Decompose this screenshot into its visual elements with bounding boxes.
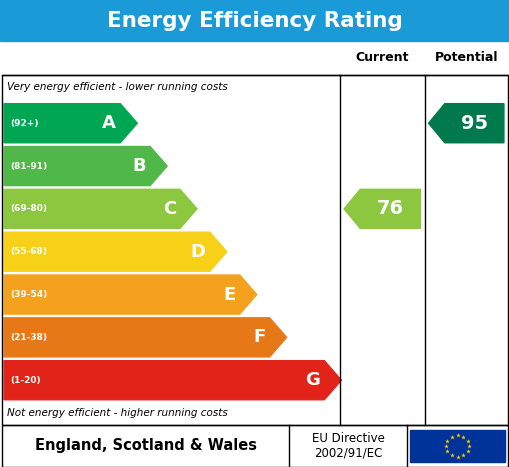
Text: England, Scotland & Wales: England, Scotland & Wales (35, 439, 257, 453)
Text: 95: 95 (461, 114, 488, 133)
Text: C: C (163, 200, 176, 218)
Text: (21-38): (21-38) (10, 333, 47, 342)
Text: Not energy efficient - higher running costs: Not energy efficient - higher running co… (7, 408, 228, 418)
Bar (2, 75, 508, 425)
Polygon shape (4, 318, 287, 357)
Text: 76: 76 (377, 199, 404, 219)
Bar (0, 0, 509, 41)
Text: EU Directive
2002/91/EC: EU Directive 2002/91/EC (312, 432, 385, 460)
Text: Potential: Potential (435, 51, 498, 64)
Text: Energy Efficiency Rating: Energy Efficiency Rating (106, 11, 403, 30)
Text: (69-80): (69-80) (10, 205, 47, 213)
Text: Current: Current (355, 51, 409, 64)
Bar (2, 425, 508, 467)
Polygon shape (4, 147, 167, 185)
Polygon shape (429, 104, 504, 143)
Polygon shape (4, 361, 342, 400)
Text: Very energy efficient - lower running costs: Very energy efficient - lower running co… (7, 82, 228, 92)
Polygon shape (4, 232, 227, 271)
Text: G: G (305, 371, 320, 389)
Polygon shape (344, 189, 420, 228)
Text: (39-54): (39-54) (10, 290, 47, 299)
Text: (92+): (92+) (10, 119, 39, 127)
Text: B: B (132, 157, 146, 175)
Polygon shape (4, 104, 137, 143)
Polygon shape (4, 189, 197, 228)
Text: (81-91): (81-91) (10, 162, 47, 170)
Text: A: A (102, 114, 116, 132)
Text: (55-68): (55-68) (10, 247, 47, 256)
Text: D: D (191, 243, 206, 261)
Text: E: E (223, 285, 236, 304)
Polygon shape (4, 275, 257, 314)
Text: F: F (253, 328, 266, 347)
Bar (410, 430, 505, 462)
Text: (1-20): (1-20) (10, 376, 41, 385)
